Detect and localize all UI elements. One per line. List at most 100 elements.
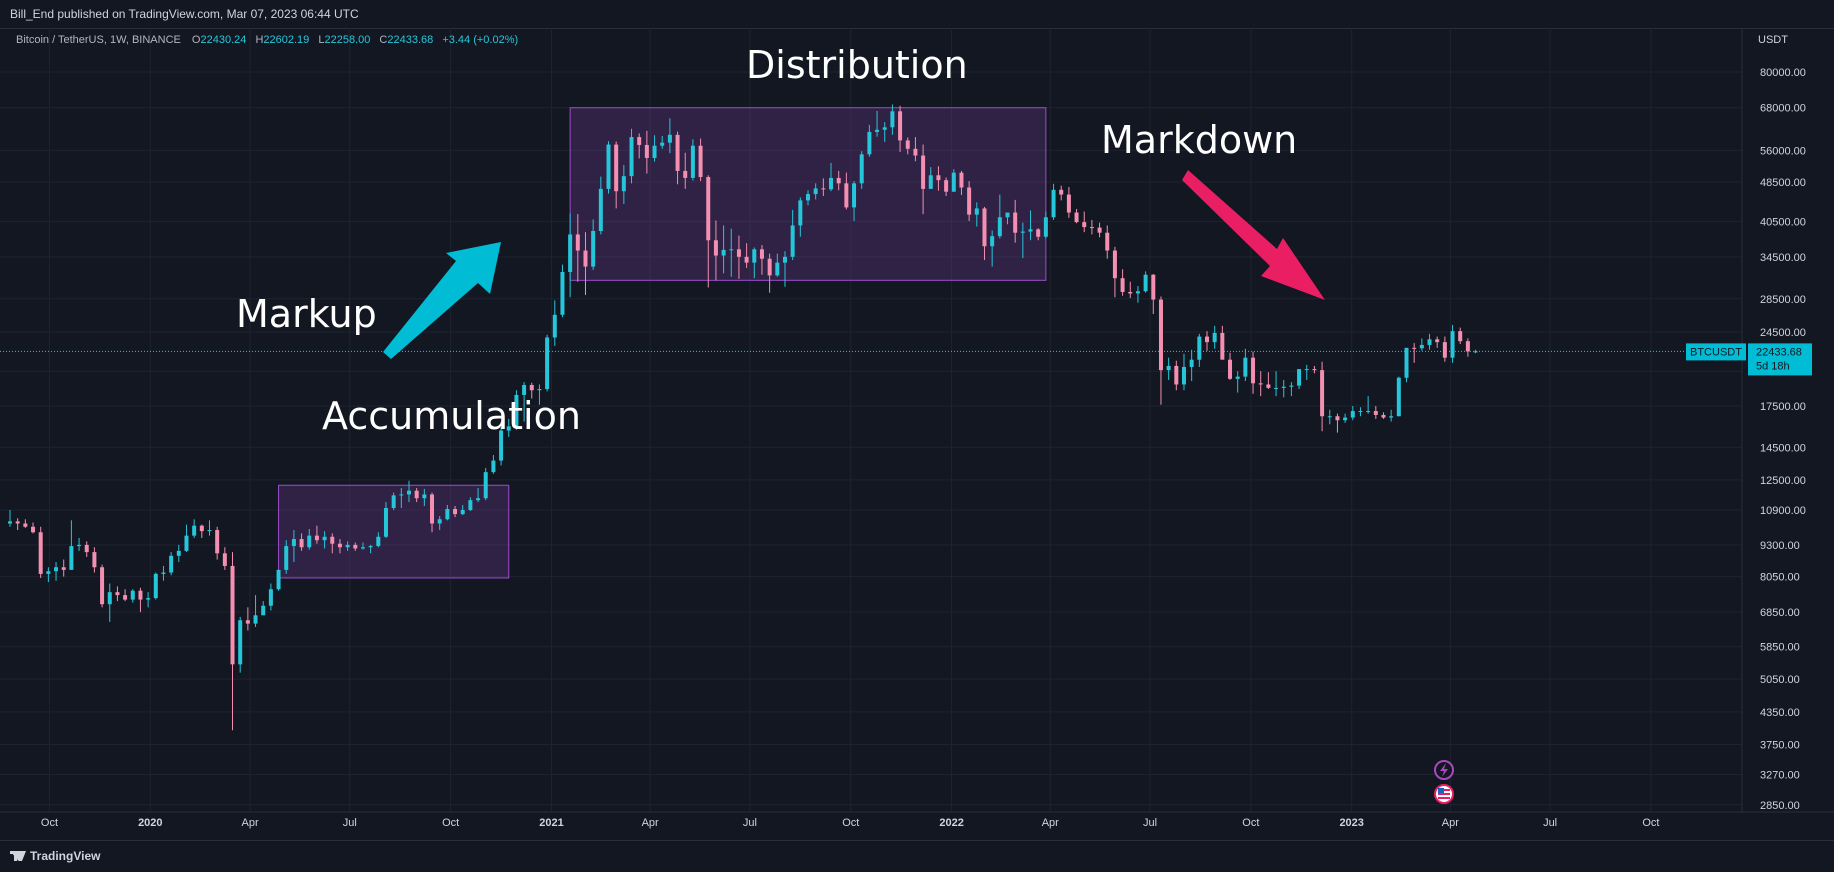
candle-body bbox=[1105, 232, 1110, 251]
candle-body bbox=[667, 134, 672, 143]
candle-body bbox=[146, 598, 151, 600]
time-tick: Jul bbox=[343, 817, 357, 829]
candle-body bbox=[1212, 332, 1217, 343]
candle-body bbox=[460, 510, 465, 515]
candle-body bbox=[1220, 332, 1225, 360]
candle-body bbox=[1066, 194, 1071, 213]
candle-body bbox=[1235, 376, 1240, 379]
publish-header: Bill_End published on TradingView.com, M… bbox=[0, 0, 1834, 29]
time-tick: Apr bbox=[1442, 817, 1459, 829]
candle-body bbox=[161, 572, 166, 574]
candle-body bbox=[261, 605, 266, 616]
price-tick: 10900.00 bbox=[1760, 505, 1806, 517]
candle-body bbox=[268, 589, 273, 606]
candle-body bbox=[552, 314, 557, 338]
candle-body bbox=[499, 430, 504, 461]
price-tick: 24500.00 bbox=[1760, 327, 1806, 339]
price-scale[interactable]: USDT 80000.00 68000.00 56000.00 48500.00 405… bbox=[1758, 34, 1806, 812]
lightning-icon[interactable] bbox=[1434, 760, 1454, 780]
candle-body bbox=[1074, 212, 1079, 223]
candle-body bbox=[875, 129, 880, 132]
price-tick: 3270.00 bbox=[1760, 770, 1800, 782]
chart-legend[interactable]: Bitcoin / TetherUS, 1W, BINANCE O22430.2… bbox=[16, 34, 518, 46]
candle-body bbox=[1281, 386, 1286, 388]
candle-body bbox=[215, 530, 220, 554]
candle-body bbox=[905, 140, 910, 149]
candle-body bbox=[407, 490, 411, 495]
tradingview-logo-icon bbox=[10, 851, 26, 861]
candle-body bbox=[1189, 359, 1194, 367]
annotation-markup: Markup bbox=[236, 292, 377, 336]
us-flag-icon[interactable] bbox=[1434, 784, 1454, 804]
candle-body bbox=[990, 236, 995, 247]
price-tick: 5850.00 bbox=[1760, 642, 1800, 654]
candle-body bbox=[107, 592, 112, 605]
candle-body bbox=[1396, 377, 1401, 417]
last-price-symbol-bg bbox=[1686, 343, 1746, 361]
price-tick: 2850.00 bbox=[1760, 800, 1800, 812]
candle-body bbox=[353, 544, 358, 549]
candle-body bbox=[1005, 212, 1010, 218]
candle-body bbox=[1135, 291, 1140, 294]
legend-symbol: Bitcoin / TetherUS, 1W, BINANCE bbox=[16, 34, 181, 46]
candle-body bbox=[84, 544, 89, 553]
price-tick: 3750.00 bbox=[1760, 739, 1800, 751]
candle-body bbox=[153, 573, 158, 599]
price-tick: 56000.00 bbox=[1760, 145, 1806, 157]
candle-body bbox=[775, 262, 780, 276]
candle-body bbox=[806, 194, 810, 201]
candle-body bbox=[1181, 366, 1186, 385]
candle-body bbox=[591, 231, 596, 267]
candle-body bbox=[813, 188, 818, 195]
candle-body bbox=[322, 536, 327, 541]
candle-body bbox=[1327, 416, 1332, 418]
candle-body bbox=[1389, 416, 1394, 418]
candle-body bbox=[207, 530, 212, 532]
candle-body bbox=[1128, 291, 1133, 294]
candles bbox=[8, 104, 1478, 731]
candle-body bbox=[77, 544, 82, 547]
candle-body bbox=[491, 460, 496, 473]
candle-body bbox=[1465, 341, 1470, 352]
candle-body bbox=[606, 144, 611, 189]
candle-body bbox=[360, 547, 365, 549]
candle-body bbox=[1419, 344, 1424, 349]
candle-body bbox=[752, 249, 757, 263]
annotation-accumulation: Accumulation bbox=[322, 394, 581, 438]
last-price-label: BTCUSDT 22433.68 5d 18h bbox=[1686, 343, 1812, 376]
time-tick: 2023 bbox=[1339, 817, 1363, 829]
candle-body bbox=[921, 155, 926, 189]
candle-body bbox=[345, 544, 350, 548]
candle-body bbox=[1020, 231, 1025, 233]
candle-body bbox=[1197, 336, 1202, 360]
price-tick: 9300.00 bbox=[1760, 540, 1800, 552]
candle-body bbox=[1158, 299, 1163, 371]
candle-body bbox=[376, 536, 381, 547]
candle-body bbox=[430, 494, 435, 524]
candle-body bbox=[706, 177, 711, 241]
time-tick: Oct bbox=[1242, 817, 1259, 829]
candle-body bbox=[759, 249, 764, 259]
candle-body bbox=[337, 543, 342, 548]
candle-body bbox=[1304, 369, 1309, 371]
candle-body bbox=[138, 590, 143, 600]
candle-body bbox=[1028, 229, 1033, 232]
candle-body bbox=[307, 535, 312, 548]
footer-bar: TradingView bbox=[0, 840, 1834, 872]
price-chart[interactable]: Bitcoin / TetherUS, 1W, BINANCE O22430.2… bbox=[0, 28, 1834, 840]
last-price-symbol: BTCUSDT bbox=[1690, 346, 1742, 358]
candle-body bbox=[1435, 339, 1440, 343]
candle-body bbox=[1320, 370, 1325, 417]
candle-body bbox=[1228, 359, 1233, 379]
candle-body bbox=[1043, 217, 1048, 237]
candle-body bbox=[767, 258, 772, 276]
tradingview-logo[interactable]: TradingView bbox=[10, 849, 100, 863]
candle-body bbox=[867, 131, 872, 155]
candle-body bbox=[997, 217, 1002, 237]
time-axis[interactable]: Oct 2020 Apr Jul Oct 2021 Apr Jul Oct 2022 Apr Jul O… bbox=[41, 817, 1660, 829]
candle-body bbox=[391, 495, 396, 508]
candle-body bbox=[1059, 189, 1064, 195]
candle-body bbox=[245, 620, 250, 624]
candle-body bbox=[130, 590, 135, 600]
candle-body bbox=[583, 250, 588, 267]
